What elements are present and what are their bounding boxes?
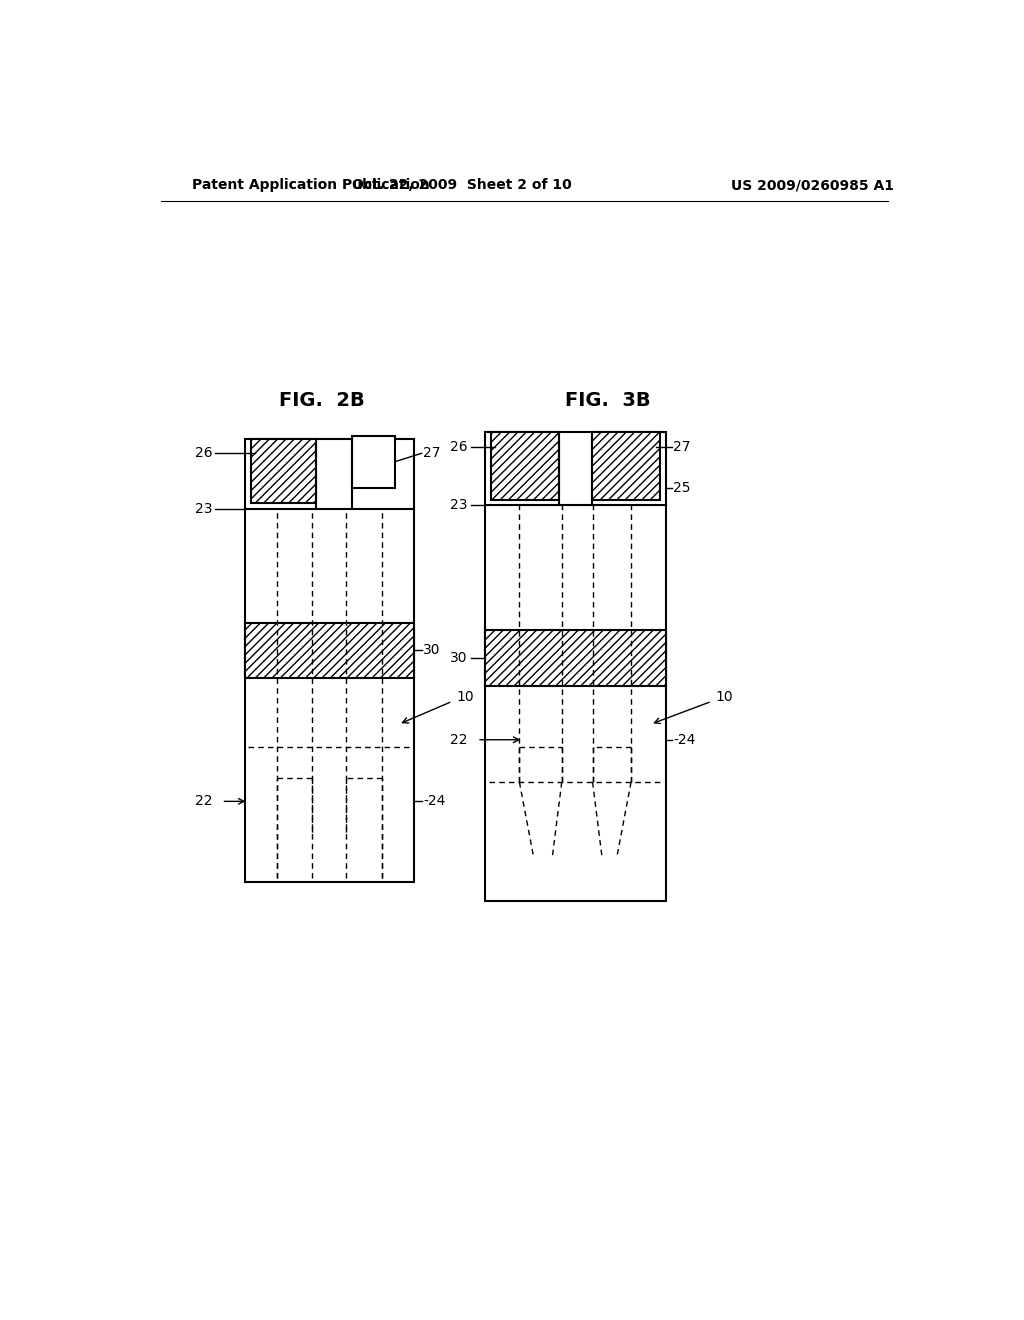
Bar xyxy=(484,631,666,686)
Text: US 2009/0260985 A1: US 2009/0260985 A1 xyxy=(731,178,894,193)
Text: 10: 10 xyxy=(457,690,474,705)
Text: 26: 26 xyxy=(451,440,468,454)
Text: FIG.  2B: FIG. 2B xyxy=(279,392,365,411)
Text: -24: -24 xyxy=(674,733,695,747)
Text: 30: 30 xyxy=(451,651,468,665)
Text: 27: 27 xyxy=(423,446,440,461)
Text: -24: -24 xyxy=(423,795,445,808)
Text: 10: 10 xyxy=(716,690,733,705)
Text: 23: 23 xyxy=(195,502,212,516)
Bar xyxy=(484,432,666,902)
Text: 30: 30 xyxy=(423,643,440,657)
Bar xyxy=(251,440,316,503)
Text: 22: 22 xyxy=(451,733,468,747)
Bar xyxy=(490,432,559,499)
Text: 25: 25 xyxy=(674,480,691,495)
Bar xyxy=(592,432,659,499)
Text: Patent Application Publication: Patent Application Publication xyxy=(193,178,430,193)
Bar xyxy=(352,436,394,488)
Text: 26: 26 xyxy=(195,446,212,461)
Text: Oct. 22, 2009  Sheet 2 of 10: Oct. 22, 2009 Sheet 2 of 10 xyxy=(352,178,571,193)
Bar xyxy=(245,440,414,882)
Text: 23: 23 xyxy=(451,498,468,512)
Bar xyxy=(245,623,414,678)
Text: 27: 27 xyxy=(674,440,691,454)
Text: FIG.  3B: FIG. 3B xyxy=(565,392,651,411)
Text: 22: 22 xyxy=(195,795,212,808)
